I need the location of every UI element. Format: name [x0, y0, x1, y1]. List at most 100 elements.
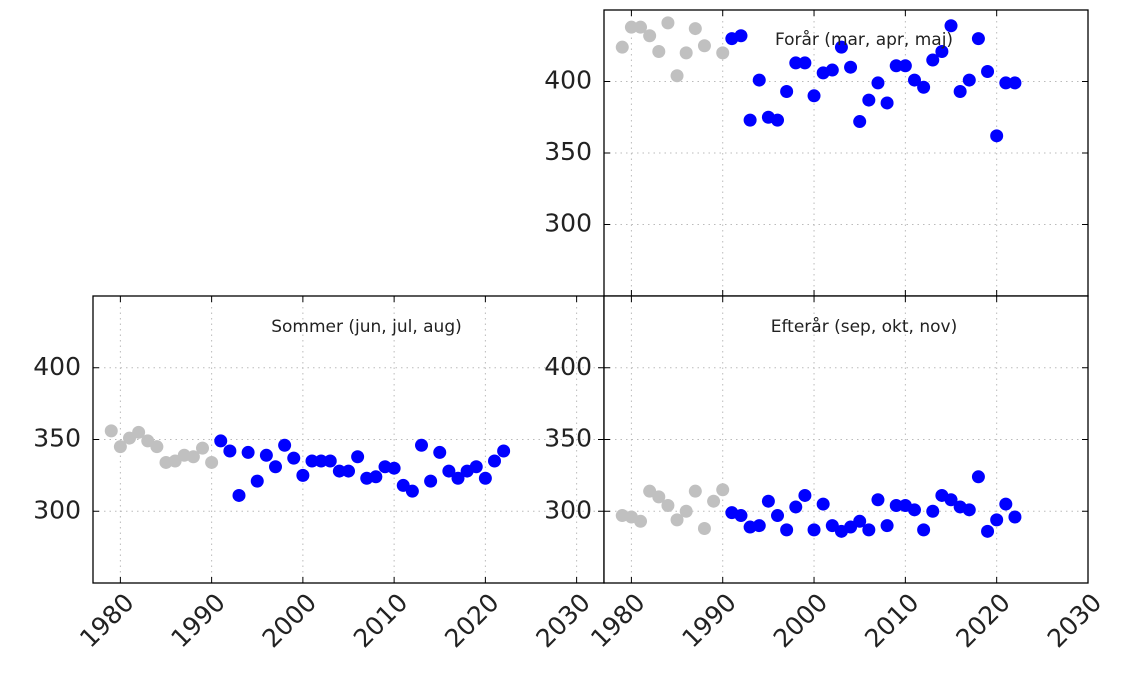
y-tick-label: 350 [544, 424, 592, 453]
point [743, 113, 757, 127]
point [634, 514, 648, 528]
point [871, 76, 885, 90]
point [697, 521, 711, 535]
panel-title: Sommer (jun, jul, aug) [271, 317, 462, 337]
point [387, 461, 401, 475]
x-tick-label: 1990 [165, 588, 230, 653]
point [907, 73, 921, 87]
plot-background [93, 296, 604, 583]
point [424, 474, 438, 488]
x-tick-label: 2010 [859, 588, 924, 653]
point [734, 29, 748, 43]
point [150, 440, 164, 454]
point [205, 455, 219, 469]
point [1008, 510, 1022, 524]
point [871, 493, 885, 507]
point [981, 64, 995, 78]
y-tick-label: 300 [33, 495, 81, 524]
point [186, 450, 200, 464]
point [104, 424, 118, 438]
point [944, 19, 958, 33]
point [415, 438, 428, 452]
point [661, 16, 675, 30]
x-tick-label: 2030 [1042, 588, 1107, 653]
point [807, 523, 821, 537]
x-tick-label: 2020 [950, 588, 1015, 653]
point [780, 523, 794, 537]
point [342, 464, 355, 478]
point [981, 524, 995, 538]
point [113, 440, 127, 454]
point [880, 519, 894, 533]
point [269, 460, 282, 474]
point [232, 488, 246, 502]
point [442, 464, 456, 478]
panel-title: Efterår (sep, okt, nov) [771, 316, 958, 337]
point [898, 59, 912, 73]
point [670, 69, 684, 83]
x-tick-label: 1980 [585, 588, 650, 653]
point [305, 454, 319, 468]
point [798, 488, 812, 502]
point [469, 460, 483, 474]
point [971, 470, 985, 484]
point [679, 46, 693, 60]
point [889, 499, 903, 513]
plot-frame [603, 295, 1089, 584]
point [1008, 76, 1022, 90]
point [962, 73, 976, 87]
point [332, 464, 346, 478]
x-tick-label: 2000 [257, 588, 322, 653]
point [853, 514, 867, 528]
point [323, 454, 337, 468]
point [433, 445, 447, 459]
point [259, 448, 273, 462]
point [241, 445, 255, 459]
point [351, 450, 365, 464]
y-tick-label: 350 [33, 424, 81, 453]
point [214, 434, 228, 448]
point [880, 96, 894, 110]
point [634, 20, 648, 34]
point [296, 468, 310, 482]
point [250, 474, 264, 488]
point [789, 500, 803, 514]
point [944, 493, 958, 507]
point [825, 63, 839, 77]
point [405, 484, 419, 498]
point [862, 523, 876, 537]
point [926, 504, 940, 518]
point [834, 40, 848, 54]
point [643, 29, 657, 43]
point [287, 451, 301, 465]
point [962, 503, 976, 517]
point [816, 497, 830, 511]
point [761, 494, 775, 508]
point [953, 85, 967, 99]
panel: Forår (mar, apr, maj) [603, 9, 1089, 297]
point [196, 441, 209, 455]
point [652, 490, 666, 504]
point [798, 56, 812, 70]
panel: 1980 1990 2000 2010 2020 2030 Efterår (sep, ok… [585, 295, 1107, 653]
point [771, 509, 785, 523]
point [844, 60, 858, 74]
point [889, 59, 903, 73]
point [917, 523, 931, 537]
y-tick-label: 400 [544, 66, 592, 95]
point [688, 22, 702, 36]
point [999, 497, 1013, 511]
point [697, 39, 711, 53]
point [497, 444, 511, 458]
point [652, 44, 666, 58]
point [990, 129, 1004, 143]
point [679, 504, 693, 518]
y-tick-label: 350 [544, 137, 592, 166]
point [917, 80, 931, 94]
point [624, 20, 638, 34]
point [132, 425, 146, 439]
point [314, 454, 328, 468]
x-tick-label: 1980 [74, 588, 139, 653]
point [853, 115, 867, 129]
point [478, 471, 492, 485]
